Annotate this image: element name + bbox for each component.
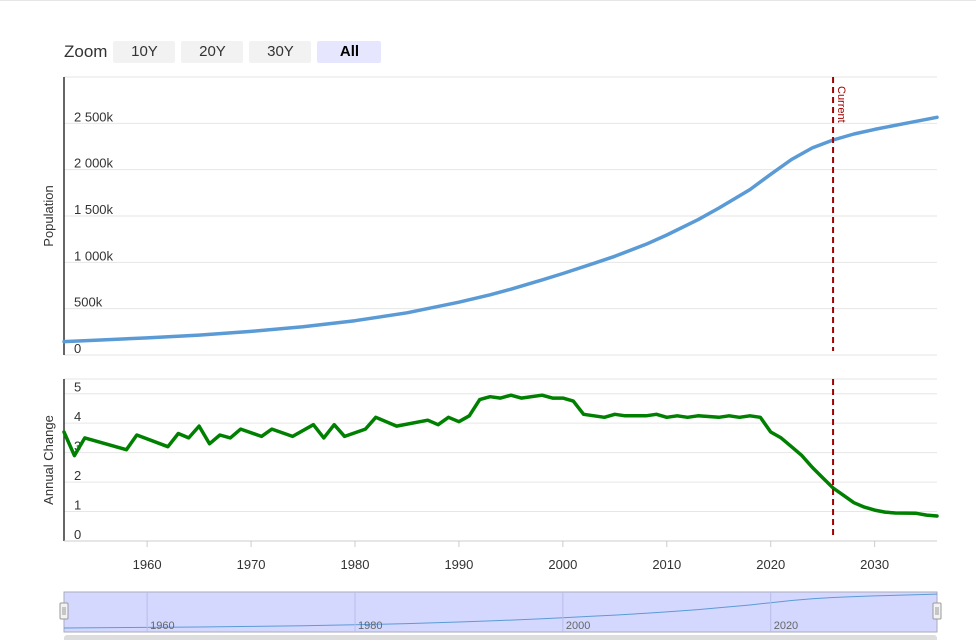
navigator-right-handle[interactable] (932, 602, 942, 620)
x-tick-label: 2020 (756, 557, 785, 572)
annual-change-y-tick-label: 3 (74, 439, 81, 454)
population-y-tick-label: 1 000k (74, 248, 114, 263)
annual-change-y-tick-label: 5 (74, 380, 81, 395)
zoom-all-button[interactable]: All (317, 41, 382, 63)
population-y-tick-label: 2 500k (74, 109, 114, 124)
x-tick-label: 2010 (652, 557, 681, 572)
navigator-label: 1960 (150, 620, 174, 632)
navigator-scrollbar[interactable] (64, 635, 937, 640)
navigator-window (63, 591, 938, 633)
navigator-label: 1980 (358, 620, 382, 632)
annual-change-y-tick-label: 2 (74, 468, 81, 483)
population-y-tick-label: 500k (74, 295, 103, 310)
current-line-label: Current (835, 86, 847, 123)
x-tick-label: 1970 (237, 557, 266, 572)
zoom-10y-button[interactable]: 10Y (113, 41, 176, 63)
top-border (0, 0, 976, 1)
x-tick-label: 2000 (548, 557, 577, 572)
navigator-label: 2020 (774, 620, 798, 632)
zoom-20y-button[interactable]: 20Y (181, 41, 244, 63)
annual-change-series-line (62, 393, 939, 518)
annual-change-y-tick-label: 0 (74, 527, 81, 542)
population-axis-title: Population (41, 185, 56, 246)
population-y-tick-label: 0 (74, 341, 81, 356)
x-tick-label: 2030 (860, 557, 889, 572)
zoom-label: Zoom (64, 42, 108, 61)
annual-change-y-tick-label: 1 (74, 498, 81, 513)
annual-change-y-tick-label: 4 (74, 409, 81, 424)
x-tick-label: 1980 (341, 557, 370, 572)
zoom-30y-button[interactable]: 30Y (249, 41, 312, 63)
x-tick-label: 1990 (444, 557, 473, 572)
population-y-tick-label: 1 500k (74, 202, 114, 217)
population-series-line (62, 115, 939, 344)
annual-change-axis-title: Annual Change (41, 415, 56, 505)
navigator-label: 2000 (566, 620, 590, 632)
navigator-series-line (63, 593, 938, 629)
navigator-left-handle[interactable] (59, 602, 69, 620)
zoom-toolbar: Zoom 10Y 20Y 30Y All (64, 40, 387, 64)
x-tick-label: 1960 (133, 557, 162, 572)
population-y-tick-label: 2 000k (74, 156, 114, 171)
